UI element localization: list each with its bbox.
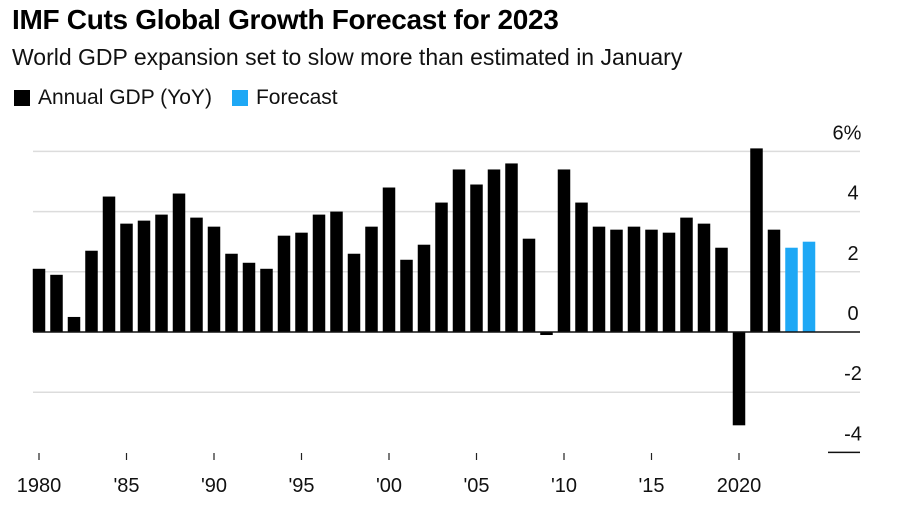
gdp-bar: [225, 253, 238, 332]
gdp-bar: [487, 169, 501, 332]
gdp-bar: [365, 226, 378, 332]
legend-label-forecast: Forecast: [255, 86, 338, 109]
legend: Annual GDP (YoY) Forecast: [14, 86, 358, 110]
gdp-bar: [312, 214, 326, 332]
x-axis: 1980 '85 '90 '95 '00 '05 '10 '15 2020: [17, 331, 860, 497]
gdp-bar: [750, 148, 763, 332]
gdp-bar: [662, 232, 676, 332]
gdp-bar: [347, 253, 361, 332]
x-tick-label: '10: [551, 475, 577, 497]
legend-label-annual-gdp: Annual GDP (YoY): [38, 86, 212, 109]
gdp-bar: [575, 202, 588, 332]
gdp-bar: [557, 169, 571, 332]
x-tick-label: '00: [376, 475, 402, 497]
gdp-bar: [452, 169, 466, 332]
gdp-bar: [137, 220, 151, 332]
gdp-bar: [260, 268, 273, 332]
y-tick-label: -4: [844, 423, 862, 445]
gdp-bar: [277, 235, 291, 332]
gdp-bar: [242, 262, 256, 332]
gdp-bar: [400, 259, 413, 332]
y-tick-label: 2: [847, 243, 858, 265]
forecast-bar: [802, 241, 816, 332]
gdp-bar: [85, 250, 98, 332]
x-tick-label: 1980: [17, 475, 62, 497]
y-tick-label: 6%: [833, 122, 862, 144]
gdp-bar: [295, 232, 308, 332]
y-tick-label: 0: [847, 303, 858, 325]
forecast-bar: [785, 247, 798, 332]
bars: [32, 148, 816, 426]
gdp-bar: [627, 226, 641, 332]
gdp-bar: [172, 193, 186, 332]
gdp-bar: [505, 163, 518, 332]
legend-swatch-annual-gdp: [14, 90, 30, 106]
x-tick-label: 2020: [717, 475, 762, 497]
gdp-bar: [207, 226, 221, 332]
chart-subtitle: World GDP expansion set to slow more tha…: [12, 44, 683, 70]
gdp-bar: [715, 247, 728, 332]
gdp-bar: [190, 217, 203, 332]
gdp-bar: [610, 229, 623, 332]
gdp-bar: [732, 332, 746, 426]
gdp-bar: [382, 187, 396, 332]
legend-swatch-forecast: [231, 90, 248, 106]
legend-item-annual-gdp: Annual GDP (YoY): [14, 86, 212, 110]
gdp-bar: [120, 223, 133, 332]
gdp-bar: [540, 332, 553, 336]
gdp-bar: [592, 226, 606, 332]
gdp-bar: [50, 274, 63, 332]
y-axis: 6% 4 2 0 -2 -4: [833, 122, 862, 445]
gdp-bar: [417, 244, 431, 332]
gdp-bar: [697, 223, 711, 332]
gdp-bar: [767, 229, 781, 332]
chart-title: IMF Cuts Global Growth Forecast for 2023: [12, 4, 559, 35]
gdp-bar: [522, 238, 536, 332]
gdp-bar: [645, 229, 658, 332]
gdp-bar: [680, 217, 693, 332]
gdp-bar: [67, 316, 81, 332]
gdp-bar: [32, 268, 46, 332]
gdp-bar: [102, 196, 116, 332]
y-tick-label: -2: [844, 363, 862, 385]
gdp-bar: [470, 184, 483, 332]
x-tick-label: '95: [288, 475, 314, 497]
x-tick-label: '05: [463, 475, 489, 497]
x-tick-label: '15: [638, 475, 664, 497]
y-tick-label: 4: [847, 183, 858, 205]
gdp-bar: [330, 211, 343, 332]
gdp-bar: [155, 214, 168, 332]
legend-item-forecast: Forecast: [231, 86, 338, 110]
x-tick-label: '85: [113, 475, 139, 497]
x-tick-label: '90: [201, 475, 227, 497]
gdp-bar: [435, 202, 448, 332]
